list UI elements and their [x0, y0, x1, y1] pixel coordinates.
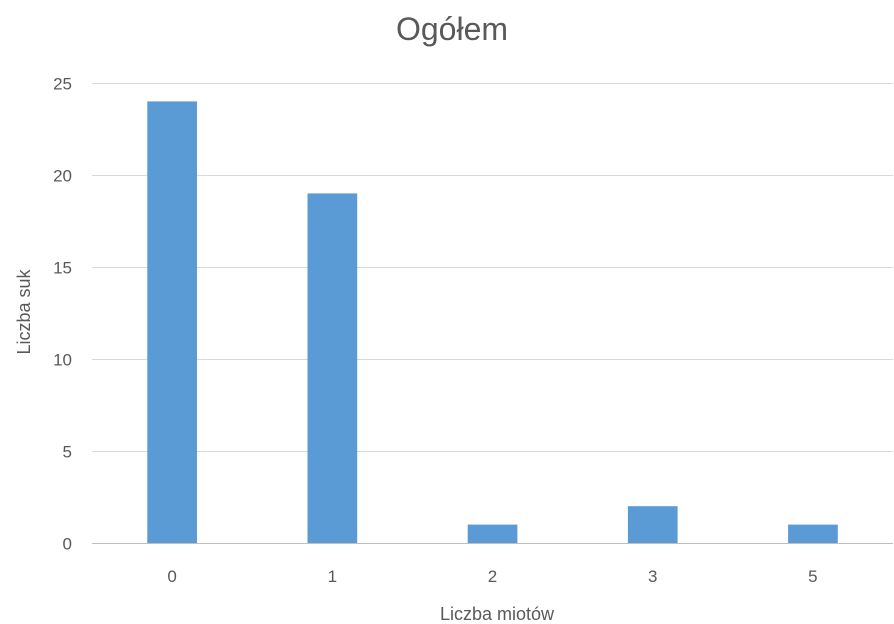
y-tick-label: 10	[53, 351, 72, 370]
x-tick-label: 1	[328, 567, 337, 586]
x-tick-label: 5	[808, 567, 817, 586]
y-axis-tick-labels: 0 5 10 15 20 25	[53, 75, 72, 554]
y-tick-label: 5	[63, 443, 72, 462]
bar	[467, 524, 518, 543]
bar	[627, 506, 678, 543]
y-tick-label: 15	[53, 259, 72, 278]
bar	[147, 101, 197, 544]
y-tick-label: 20	[53, 167, 72, 186]
x-tick-label: 0	[167, 567, 176, 586]
bar	[307, 193, 358, 543]
y-axis-title: Liczba suk	[14, 268, 34, 354]
y-tick-label: 0	[63, 535, 72, 554]
y-tick-label: 25	[53, 75, 72, 94]
bar	[788, 524, 838, 543]
gridlines	[92, 83, 893, 544]
x-axis-title: Liczba miotów	[440, 604, 555, 624]
x-axis-tick-labels: 0 1 2 3 5	[167, 567, 817, 586]
x-tick-label: 2	[488, 567, 497, 586]
chart-title: Ogółem	[396, 11, 508, 47]
x-tick-label: 3	[648, 567, 657, 586]
bars	[147, 101, 838, 544]
